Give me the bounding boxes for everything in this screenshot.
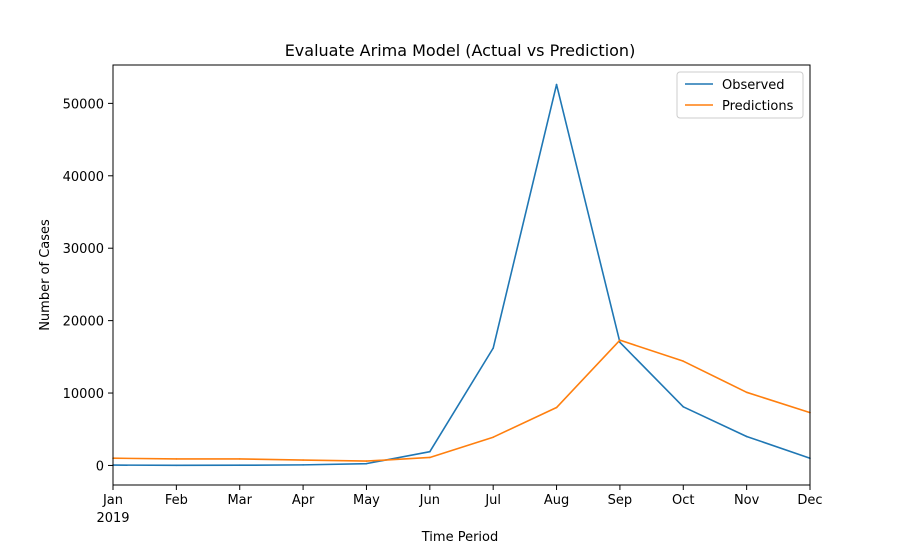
data-point-predictions-sep (619, 339, 621, 341)
x-tick-label-oct: Oct (672, 493, 694, 508)
data-point-observed-mar (238, 464, 241, 467)
data-point-observed-jul (492, 347, 494, 349)
series-line-observed (112, 83, 811, 467)
x-axis-ticks: Jan Feb Mar Apr May Jun Jul Aug Sep Oct Nov Dec (102, 485, 823, 508)
legend-label-observed: Observed (722, 78, 785, 93)
legend: Observed Predictions (676, 71, 804, 119)
data-point-predictions-oct (682, 360, 685, 362)
y-tick-label-10000: 10000 (63, 387, 104, 402)
x-tick-label-sep: Sep (608, 493, 633, 508)
data-point-predictions-mar (238, 458, 241, 460)
y-tick-label-30000: 30000 (63, 242, 104, 257)
x-tick-label-jan: Jan (102, 493, 123, 508)
legend-label-predictions: Predictions (722, 99, 794, 114)
x-tick-label-dec: Dec (797, 493, 822, 508)
data-point-predictions-may (365, 460, 368, 462)
x-year-label: 2019 (96, 511, 129, 526)
plot-frame (112, 64, 811, 486)
data-point-observed-aug (555, 83, 558, 86)
data-point-observed-feb (175, 464, 178, 467)
x-tick-label-feb: Feb (165, 493, 188, 508)
data-point-observed-oct (682, 405, 685, 408)
x-tick-label-may: May (353, 493, 380, 508)
data-point-predictions-feb (175, 458, 178, 460)
series-line-predictions (112, 339, 811, 462)
data-point-observed-sep (619, 341, 621, 344)
x-axis-label: Time Period (421, 530, 498, 544)
x-tick-label-apr: Apr (292, 493, 315, 508)
x-tick-label-aug: Aug (544, 493, 569, 508)
y-axis-label: Number of Cases (38, 219, 53, 331)
x-tick-label-mar: Mar (227, 493, 252, 508)
data-point-predictions-apr (302, 459, 304, 461)
plot-area: Jan Feb Mar Apr May Jun Jul Aug Sep Oct Nov Dec 0 10… (63, 64, 823, 508)
data-point-observed-nov (745, 435, 748, 438)
data-point-predictions-jun (429, 456, 431, 459)
data-point-predictions-aug (555, 406, 558, 409)
data-point-observed-apr (302, 464, 304, 466)
chart-title: Evaluate Arima Model (Actual vs Predicti… (285, 41, 636, 60)
x-tick-label-jul: Jul (484, 493, 501, 508)
y-tick-label-50000: 50000 (63, 97, 104, 112)
data-point-predictions-nov (745, 391, 748, 394)
x-tick-label-nov: Nov (734, 493, 760, 508)
y-axis-ticks: 0 10000 20000 30000 40000 50000 (63, 97, 113, 474)
data-point-observed-jun (429, 450, 431, 453)
y-tick-label-20000: 20000 (63, 315, 104, 330)
data-point-observed-may (365, 462, 368, 465)
y-tick-label-0: 0 (96, 459, 104, 474)
x-tick-label-jun: Jun (419, 493, 440, 508)
y-tick-label-40000: 40000 (63, 170, 104, 185)
data-point-predictions-jul (492, 436, 494, 439)
